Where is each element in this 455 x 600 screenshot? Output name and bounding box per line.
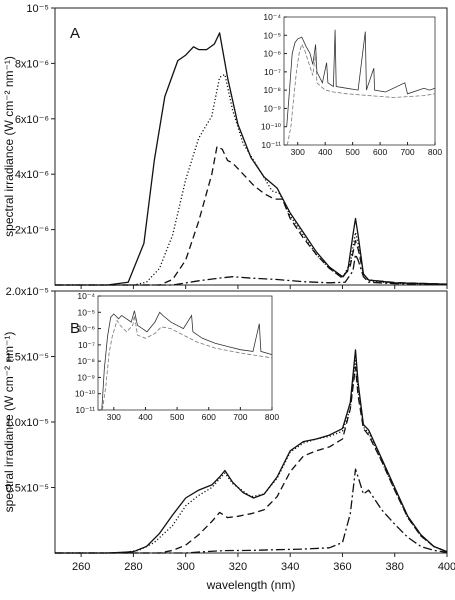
x-tick-label: 340 <box>281 561 299 573</box>
y-tick-label: 0.5x10⁻⁵ <box>6 483 49 495</box>
inset-series-line-1-solid <box>101 310 273 411</box>
y-tick-label: 4x10⁻⁶ <box>15 169 49 181</box>
y-tick-label: 2x10⁻⁶ <box>15 225 49 237</box>
inset-x-tick-label: 500 <box>346 147 360 157</box>
inset-x-tick-label: 400 <box>318 147 332 157</box>
inset-y-tick-label: 10⁻¹⁰ <box>75 389 96 399</box>
panel-label: B <box>70 320 80 337</box>
inset-x-tick-label: 800 <box>428 147 442 157</box>
plot-frame <box>54 7 448 286</box>
y-tick-label: 8x10⁻⁶ <box>15 58 49 70</box>
inset-x-tick-label: 500 <box>170 412 184 422</box>
series-line-4-dash-dot <box>55 468 448 554</box>
inset-x-tick-label: 600 <box>373 147 387 157</box>
inset-y-tick-label: 10⁻⁸ <box>77 356 95 366</box>
series-line-1-solid <box>55 32 448 286</box>
inset-x-tick-label: 300 <box>107 412 121 422</box>
x-tick-label: 360 <box>333 561 351 573</box>
inset-y-tick-label: 10⁻⁴ <box>263 12 281 22</box>
x-tick-label: 280 <box>124 561 142 573</box>
y-axis-title: spectral irradiance (W cm⁻² nm⁻¹) <box>2 332 16 513</box>
inset-chart: 10⁻¹¹ 10⁻¹⁰ 10⁻⁹ 10⁻⁸ 10⁻⁷ 10⁻⁶ 10⁻⁵ 10⁻⁴ 300 400… <box>75 291 280 422</box>
x-tick-label: 320 <box>229 561 247 573</box>
x-tick-label: 380 <box>386 561 404 573</box>
inset-y-tick-label: 10⁻⁸ <box>263 85 281 95</box>
x-tick-label: 260 <box>72 561 90 573</box>
inset-series-line-2-dashed <box>286 43 436 146</box>
inset-y-tick-label: 10⁻¹¹ <box>261 140 281 150</box>
inset-y-tick-label: 10⁻⁵ <box>78 307 95 317</box>
inset-series-line-1-solid <box>286 29 436 127</box>
inset-y-tick-label: 10⁻⁶ <box>264 49 281 59</box>
inset-y-tick-label: 10⁻⁷ <box>78 340 95 350</box>
inset-y-tick-label: 10⁻⁴ <box>77 291 95 301</box>
x-axis-title: wavelength (nm) <box>206 578 296 592</box>
inset-series-line-2-dashed <box>102 315 273 411</box>
x-tick-label: 400 <box>438 561 455 573</box>
inset-x-tick-label: 800 <box>265 412 279 422</box>
inset-y-tick-label: 10⁻⁵ <box>264 30 281 40</box>
series-line-4-dash-dot <box>55 253 448 286</box>
inset-frame <box>97 295 273 411</box>
y-tick-label: 10⁻⁵ <box>26 3 49 15</box>
inset-y-tick-label: 10⁻¹⁰ <box>261 122 282 132</box>
inset-chart: 10⁻¹¹ 10⁻¹⁰ 10⁻⁹ 10⁻⁸ 10⁻⁷ 10⁻⁶ 10⁻⁵ 10⁻⁴ 300 400… <box>261 12 443 157</box>
inset-y-tick-label: 10⁻⁹ <box>77 372 95 382</box>
panel-b-chart: 0.5x10⁻⁵ 1.0x10⁻⁵ 1.5x10⁻⁵ 2.0x10⁻⁵ 260 280 30… <box>2 286 455 592</box>
inset-x-tick-label: 700 <box>233 412 247 422</box>
inset-y-tick-label: 10⁻⁷ <box>264 67 281 77</box>
inset-x-tick-label: 700 <box>400 147 414 157</box>
inset-x-tick-label: 300 <box>291 147 305 157</box>
y-tick-label: 1.0x10⁻⁵ <box>6 417 49 429</box>
y-axis-title: spectral irradiance (W cm⁻² nm⁻¹) <box>2 56 16 237</box>
inset-y-tick-label: 10⁻⁶ <box>78 324 95 334</box>
y-tick-label: 6x10⁻⁶ <box>15 114 49 126</box>
inset-y-tick-label: 10⁻⁹ <box>263 103 281 113</box>
panel-label: A <box>70 25 80 42</box>
inset-x-tick-label: 400 <box>138 412 152 422</box>
y-tick-label: 1.5x10⁻⁵ <box>6 352 49 364</box>
inset-x-tick-label: 600 <box>202 412 216 422</box>
series-line-3-dashed <box>55 145 448 286</box>
x-tick-label: 300 <box>176 561 194 573</box>
y-tick-label: 2.0x10⁻⁵ <box>6 286 49 298</box>
series-line-2-dotted <box>55 73 448 286</box>
inset-y-tick-label: 10⁻¹¹ <box>75 405 95 415</box>
series-line-3-dashed <box>55 366 448 554</box>
